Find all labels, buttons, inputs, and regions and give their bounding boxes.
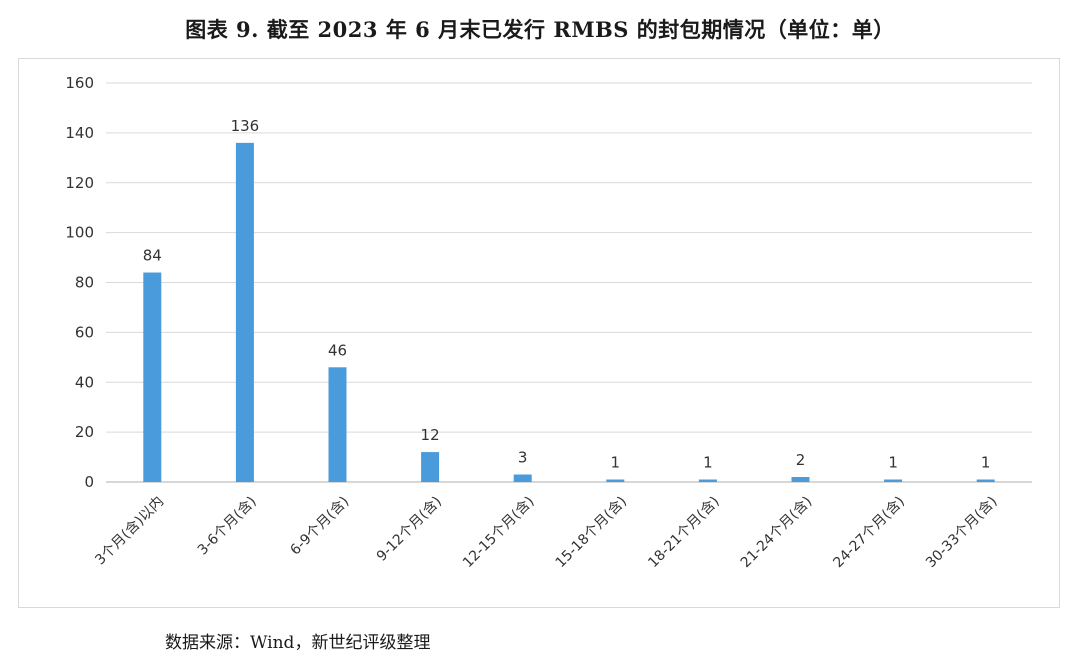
bar (976, 479, 995, 482)
y-tick-label: 0 (84, 473, 94, 491)
bar (421, 452, 440, 482)
data-label: 1 (888, 454, 898, 472)
bar (143, 272, 162, 482)
y-tick-label: 60 (75, 323, 94, 341)
bar (698, 479, 717, 482)
data-label: 1 (703, 454, 713, 472)
bar (791, 477, 810, 482)
x-tick-label: 9-12个月(含) (374, 494, 445, 565)
data-label: 1 (611, 454, 621, 472)
y-tick-label: 160 (65, 74, 94, 92)
source-note: 数据来源：Wind，新世纪评级整理 (165, 633, 431, 653)
bar (884, 479, 903, 482)
x-tick-label: 30-33个月(含) (923, 494, 1001, 572)
x-tick-label: 18-21个月(含) (645, 494, 723, 572)
bar-chart: 0 20 40 60 80 100 120 140 160 84 3个月(含)以内 136 3-6个月(… (65, 74, 1032, 572)
bar (235, 142, 254, 482)
bar (328, 367, 347, 482)
y-tick-label: 100 (65, 224, 94, 242)
chart-frame (18, 58, 1060, 608)
x-tick-label: 24-27个月(含) (830, 494, 908, 572)
x-tick-label: 6-9个月(含) (287, 494, 352, 559)
y-tick-label: 80 (75, 274, 94, 292)
x-tick-label: 3-6个月(含) (195, 494, 260, 559)
data-label: 1 (981, 454, 991, 472)
y-tick-label: 20 (75, 423, 94, 441)
y-tick-label: 40 (75, 373, 94, 391)
data-label: 136 (231, 117, 260, 135)
x-tick-label: 3个月(含)以内 (92, 494, 167, 569)
chart-title: 图表 9. 截至 2023 年 6 月末已发行 RMBS 的封包期情况（单位：单… (185, 17, 895, 42)
y-tick-label: 120 (65, 174, 94, 192)
y-tick-label: 140 (65, 124, 94, 142)
data-label: 84 (143, 247, 162, 265)
bar (513, 474, 532, 482)
data-label: 46 (328, 341, 347, 359)
data-label: 3 (518, 449, 528, 467)
data-label: 2 (796, 451, 806, 469)
x-tick-label: 12-15个月(含) (460, 494, 538, 572)
data-label: 12 (421, 426, 440, 444)
x-tick-label: 21-24个月(含) (738, 494, 816, 572)
bar (606, 479, 625, 482)
x-tick-label: 15-18个月(含) (553, 494, 631, 572)
